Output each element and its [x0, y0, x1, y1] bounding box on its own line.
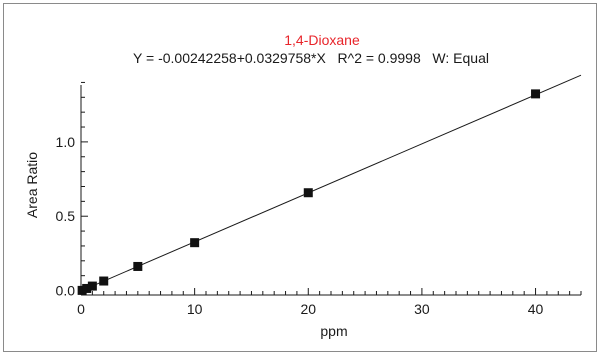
x-axis-label: ppm	[320, 323, 347, 339]
chart-frame	[3, 3, 597, 352]
axes	[80, 85, 581, 296]
y-axis-label: Area Ratio	[24, 152, 40, 218]
x-tick-label: 20	[300, 301, 316, 317]
data-point	[133, 261, 143, 271]
data-point	[190, 238, 200, 248]
chart-title: 1,4-Dioxane	[284, 32, 360, 48]
x-tick-label: 10	[187, 301, 203, 317]
y-tick-label: 0.5	[56, 208, 76, 224]
data-points	[77, 89, 541, 295]
data-point	[303, 188, 313, 198]
chart-subtitle: Y = -0.00242258+0.0329758*X R^2 = 0.9998…	[133, 50, 489, 66]
x-tick-label: 30	[414, 301, 430, 317]
data-point	[77, 285, 87, 295]
regression-line	[80, 74, 582, 292]
y-axis-ticks: 0.0 0.5 1.0	[56, 81, 88, 299]
y-tick-label: 0.0	[56, 283, 76, 299]
y-tick-label: 1.0	[56, 134, 76, 150]
data-point	[531, 89, 541, 99]
data-point	[87, 281, 97, 291]
x-axis-ticks: 0 10 20 30 40	[77, 288, 582, 317]
data-point	[82, 283, 92, 293]
x-tick-label: 0	[77, 301, 85, 317]
x-tick-label: 40	[528, 301, 544, 317]
data-point	[99, 276, 109, 286]
